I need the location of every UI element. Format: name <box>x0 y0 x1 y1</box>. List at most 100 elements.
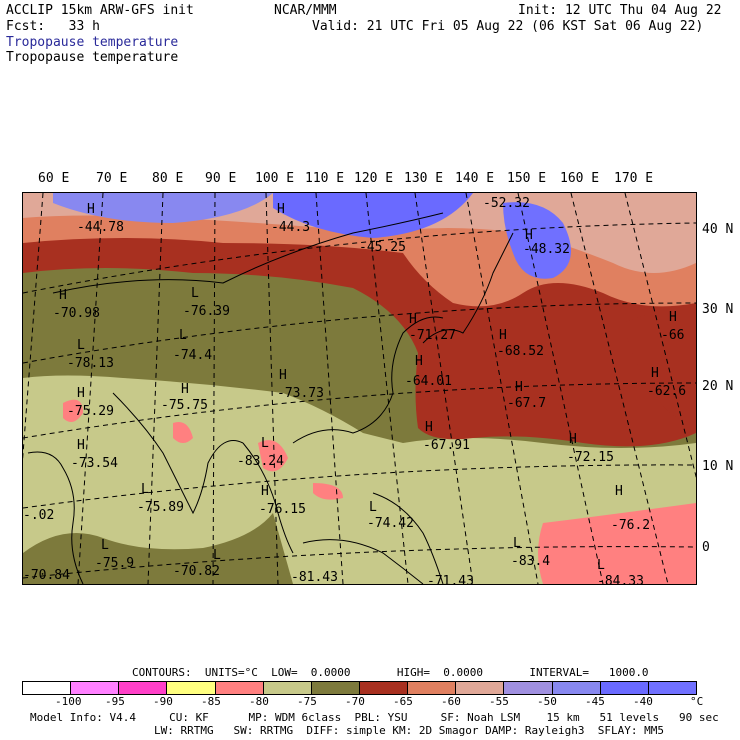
extremum-mark: H <box>59 288 67 303</box>
extremum-value: -74.42 <box>367 516 414 531</box>
legend-label: -75 <box>297 695 317 708</box>
meridian <box>414 193 474 584</box>
extremum-mark: L <box>179 328 187 343</box>
extremum-value: -75.89 <box>137 500 184 515</box>
legend-swatch <box>648 682 696 694</box>
legend-label: -80 <box>249 695 269 708</box>
extremum-mark: L <box>513 536 521 551</box>
lon-label: 70 E <box>96 171 128 186</box>
extremum-mark: H <box>415 354 423 369</box>
model-info-line2: LW: RRTMG SW: RRTMG DIFF: simple KM: 2D … <box>154 724 664 737</box>
coastline-india <box>112 392 244 515</box>
lon-label: 100 E <box>255 171 295 186</box>
legend-unit: °C <box>690 695 704 708</box>
extremum-mark: H <box>409 312 417 327</box>
extremum-value: -66 <box>661 328 685 343</box>
legend-swatch <box>71 682 120 694</box>
lon-label: 150 E <box>507 171 547 186</box>
band-minus45-east <box>503 202 571 279</box>
extremum-value: -71.27 <box>409 328 456 343</box>
legend-label: -70 <box>345 695 365 708</box>
lon-label: 120 E <box>354 171 394 186</box>
lat-label: 40 N <box>702 222 734 237</box>
extremum-value: -81.43 <box>291 570 338 585</box>
forecast-hour: Fcst: 33 h <box>6 19 100 34</box>
band-minus70-south <box>23 513 293 584</box>
lon-label: 90 E <box>205 171 237 186</box>
legend-label: -85 <box>201 695 221 708</box>
band-minus65-east <box>623 309 696 423</box>
coastline-indochina <box>242 442 294 554</box>
coastline-korea-japan <box>422 232 514 344</box>
lat-label: 30 N <box>702 302 734 317</box>
patch-minus80 <box>173 422 193 443</box>
lon-label: 160 E <box>560 171 600 186</box>
legend-swatch <box>23 682 72 694</box>
extremum-value: -73.54 <box>71 456 118 471</box>
legend-label: -60 <box>441 695 461 708</box>
extremum-value: -44.78 <box>77 220 124 235</box>
legend-label: -95 <box>105 695 125 708</box>
meridian <box>265 193 279 584</box>
meridian <box>517 193 604 584</box>
extremum-mark: L <box>191 286 199 301</box>
extremum-value: -74.4 <box>173 348 213 363</box>
legend-swatch <box>600 682 649 694</box>
parallel-20n <box>23 382 696 439</box>
extremum-value: -67.91 <box>423 438 470 453</box>
legend-label: -65 <box>393 695 413 708</box>
extremum-mark: H <box>569 432 577 447</box>
extremum-mark: H <box>261 484 269 499</box>
patch-minus80-southeast <box>538 503 696 584</box>
extremum-value: -78.13 <box>67 356 114 371</box>
meridian <box>147 193 164 584</box>
extremum-mark: L <box>77 338 85 353</box>
extremum-value: -75.9 <box>95 556 135 571</box>
lat-label: 20 N <box>702 379 734 394</box>
legend-swatch <box>456 682 505 694</box>
extremum-mark: L <box>101 538 109 553</box>
meridian <box>212 193 216 584</box>
coastline-china <box>292 316 444 444</box>
model-info-line1: Model Info: V4.4 CU: KF MP: WDM 6class P… <box>30 711 719 724</box>
legend-swatch <box>408 682 457 694</box>
patch-minus80 <box>313 483 343 500</box>
field-title-1: Tropopause temperature <box>6 35 179 50</box>
legend-swatch <box>215 682 264 694</box>
parallel-10n <box>23 464 696 509</box>
lon-label: 60 E <box>38 171 70 186</box>
extremum-value: -84.33 <box>597 574 644 585</box>
contour-info: CONTOURS: UNITS=°C LOW= 0.0000 HIGH= 0.0… <box>132 666 649 679</box>
lon-label: 140 E <box>455 171 495 186</box>
legend-swatch <box>167 682 216 694</box>
extremum-mark: H <box>77 386 85 401</box>
meridian <box>77 193 104 584</box>
coastline-borneo <box>302 539 424 584</box>
extremum-value: -44.3 <box>271 220 311 235</box>
extremum-mark: H <box>525 228 533 243</box>
extremum-mark: L <box>141 482 149 497</box>
legend-swatch <box>552 682 601 694</box>
extremum-mark: H <box>181 382 189 397</box>
extremum-value: -76.39 <box>183 304 230 319</box>
legend-swatch <box>359 682 409 694</box>
extremum-value: -62.6 <box>647 384 687 399</box>
legend-label: -90 <box>153 695 173 708</box>
lat-label: 0 <box>702 540 710 555</box>
parallel-30n <box>23 302 696 364</box>
extremum-mark: H <box>669 310 677 325</box>
extremum-value: -76.15 <box>259 502 306 517</box>
map-canvas <box>23 193 696 584</box>
legend-label: -100 <box>55 695 82 708</box>
meridian <box>365 193 409 584</box>
extremum-value: -72.15 <box>567 450 614 465</box>
extremum-value: -83.24 <box>237 454 284 469</box>
extremum-value: -71.43 <box>427 574 474 585</box>
extremum-mark: H <box>499 328 507 343</box>
legend-swatch <box>263 682 312 694</box>
band-minus45-center <box>273 193 473 238</box>
parallel-40n <box>23 222 696 294</box>
extremum-value: -70.84 <box>23 568 70 583</box>
coastline-arabia <box>27 451 84 584</box>
init-time: Init: 12 UTC Thu 04 Aug 22 <box>518 3 722 18</box>
